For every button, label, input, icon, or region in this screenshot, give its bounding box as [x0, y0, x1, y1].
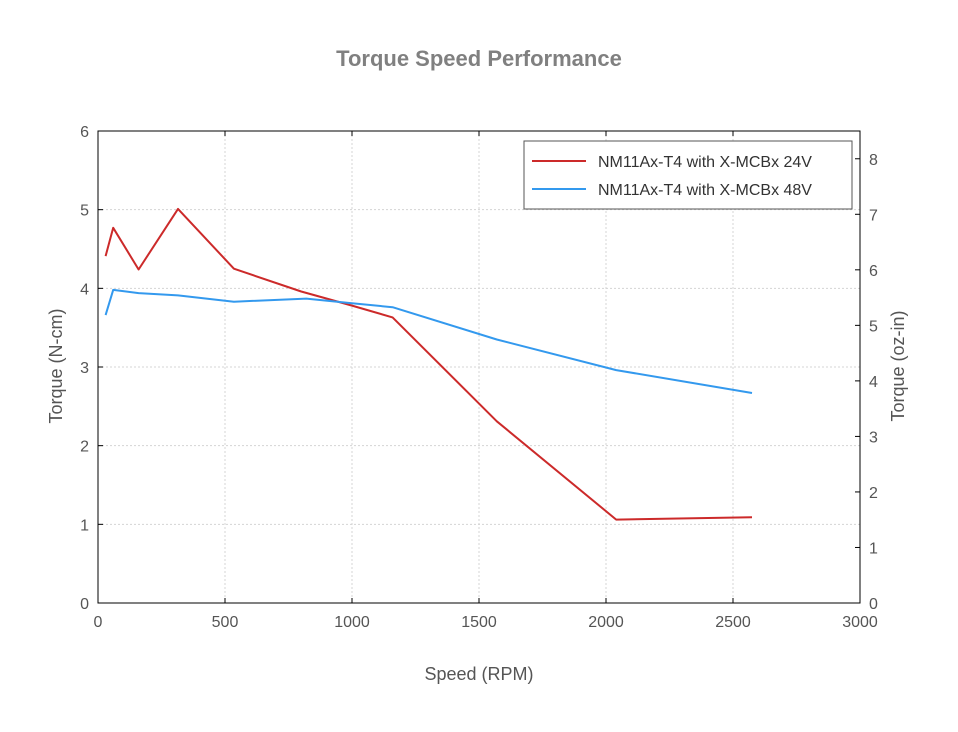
legend-label: NM11Ax-T4 with X-MCBx 24V	[598, 154, 812, 171]
x-tick-label: 2000	[588, 614, 624, 631]
legend-box	[523, 140, 853, 210]
y2-axis-label: Torque (oz-in)	[888, 310, 908, 421]
y-tick-label: 6	[80, 124, 89, 141]
legend: NM11Ax-T4 with X-MCBx 24V NM11Ax-T4 with …	[523, 140, 853, 210]
y-axis-label: Torque (N-cm)	[46, 308, 66, 423]
y2-tick-label: 1	[869, 540, 878, 557]
y2-tick-label: 6	[869, 263, 878, 280]
y-tick-label: 1	[80, 517, 89, 534]
y2-tick-label: 4	[869, 374, 878, 391]
x-axis: 0 500 1000 1500 2000 2500 3000	[94, 131, 878, 631]
y-tick-label: 5	[80, 203, 89, 220]
x-tick-label: 2500	[715, 614, 751, 631]
y-tick-label: 3	[80, 360, 89, 377]
y2-tick-label: 7	[869, 207, 878, 224]
y-tick-label: 0	[80, 596, 89, 613]
x-tick-label: 1000	[334, 614, 370, 631]
y2-tick-label: 2	[869, 485, 878, 502]
x-axis-label: Speed (RPM)	[424, 664, 533, 684]
y-axis-right: 0 1 2 3 4 5 6 7 8	[855, 152, 878, 613]
y2-tick-label: 3	[869, 429, 878, 446]
y2-tick-label: 8	[869, 152, 878, 169]
x-tick-label: 1500	[461, 614, 497, 631]
y-tick-label: 4	[80, 281, 89, 298]
x-tick-label: 0	[94, 614, 103, 631]
x-tick-label: 3000	[842, 614, 878, 631]
y2-tick-label: 5	[869, 318, 878, 335]
series-line-24v	[104, 207, 753, 521]
series-line-48v	[104, 288, 753, 394]
legend-label: NM11Ax-T4 with X-MCBx 48V	[598, 182, 812, 199]
y2-tick-label: 0	[869, 596, 878, 613]
y-axis-left: 0 1 2 3 4 5 6	[80, 124, 103, 613]
chart-title: Torque Speed Performance	[336, 46, 622, 71]
y-tick-label: 2	[80, 439, 89, 456]
x-tick-label: 500	[212, 614, 239, 631]
series-layer	[104, 207, 753, 521]
